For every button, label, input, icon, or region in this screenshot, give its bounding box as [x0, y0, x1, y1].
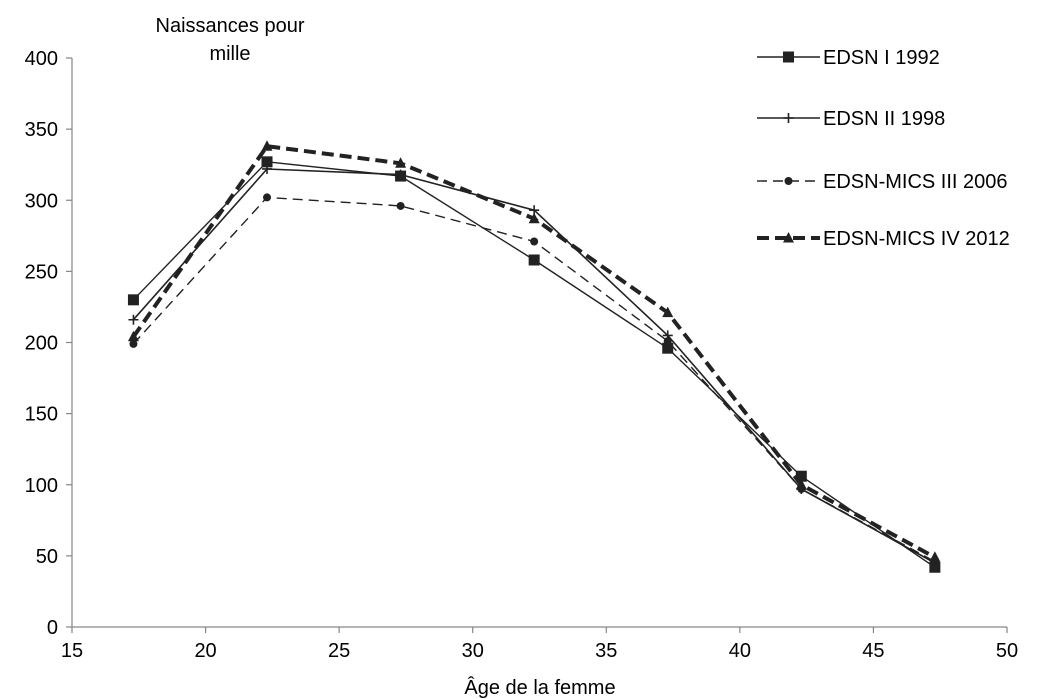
data-point: [528, 212, 540, 224]
x-tick-label: 20: [194, 640, 216, 662]
y-tick-label: 300: [25, 190, 58, 212]
data-point: [795, 470, 807, 482]
series-2: [128, 163, 940, 568]
data-point: [395, 157, 407, 168]
data-point: [795, 478, 807, 490]
data-point: [662, 342, 674, 354]
data-point: [263, 193, 272, 202]
x-tick-label: 40: [729, 640, 751, 662]
legend-marker: [784, 177, 793, 185]
x-tick-label: 25: [328, 640, 350, 662]
legend: EDSN I 1992 EDSN II 1998 EDSN-MICS III 200…: [757, 47, 1010, 250]
data-point: [127, 330, 139, 342]
data-point: [261, 156, 273, 168]
data-point: [396, 201, 405, 210]
legend-label: EDSN II 1998: [823, 108, 945, 130]
legend-marker: [783, 51, 794, 63]
legend-label: EDSN I 1992: [823, 47, 940, 69]
legend-item: EDSN-MICS IV 2012: [757, 228, 1010, 250]
y-tick-label: 0: [47, 617, 58, 639]
y-tick-label: 250: [25, 261, 58, 283]
axes: 0 50 100 150 200 250 300 350 400 15 20 25 30 35 40 45 50: [25, 48, 1019, 662]
x-tick-label: 50: [996, 640, 1018, 662]
x-tick-label: 45: [862, 640, 884, 662]
legend-label: EDSN-MICS III 2006: [823, 171, 1008, 193]
data-point: [261, 140, 273, 151]
legend-item: EDSN I 1992: [757, 47, 940, 69]
data-point: [528, 254, 540, 266]
data-point: [929, 551, 941, 562]
y-tick-label: 200: [25, 333, 58, 355]
data-point: [395, 169, 406, 180]
y-tick-label: 350: [25, 119, 58, 141]
data-point: [129, 339, 138, 348]
data-point: [262, 163, 273, 174]
legend-marker: [783, 232, 794, 243]
y-axis-title-line-2: mille: [209, 43, 250, 65]
data-point: [127, 294, 139, 306]
series-line: [132, 196, 936, 563]
y-tick-label: 400: [25, 48, 58, 70]
legend-item: EDSN-MICS III 2006: [757, 171, 1008, 193]
series-3: [129, 193, 939, 566]
legend-marker: [783, 113, 794, 123]
legend-label: EDSN-MICS IV 2012: [823, 228, 1010, 250]
data-point: [530, 237, 539, 246]
x-tick-label: 30: [462, 640, 484, 662]
x-tick-label: 15: [61, 640, 83, 662]
data-point: [128, 314, 139, 325]
y-tick-label: 150: [25, 404, 58, 426]
y-tick-label: 50: [36, 546, 58, 568]
series-4: [127, 140, 941, 562]
x-tick-label: 35: [595, 640, 617, 662]
legend-item: EDSN II 1998: [757, 108, 945, 130]
x-axis-title: Âge de la femme: [464, 676, 615, 699]
series-line: [132, 168, 936, 564]
y-axis-title-line-1: Naissances pour: [156, 15, 305, 37]
data-point: [662, 306, 674, 318]
series-layer: [127, 140, 941, 573]
y-tick-label: 100: [25, 475, 58, 497]
data-point: [663, 337, 672, 346]
